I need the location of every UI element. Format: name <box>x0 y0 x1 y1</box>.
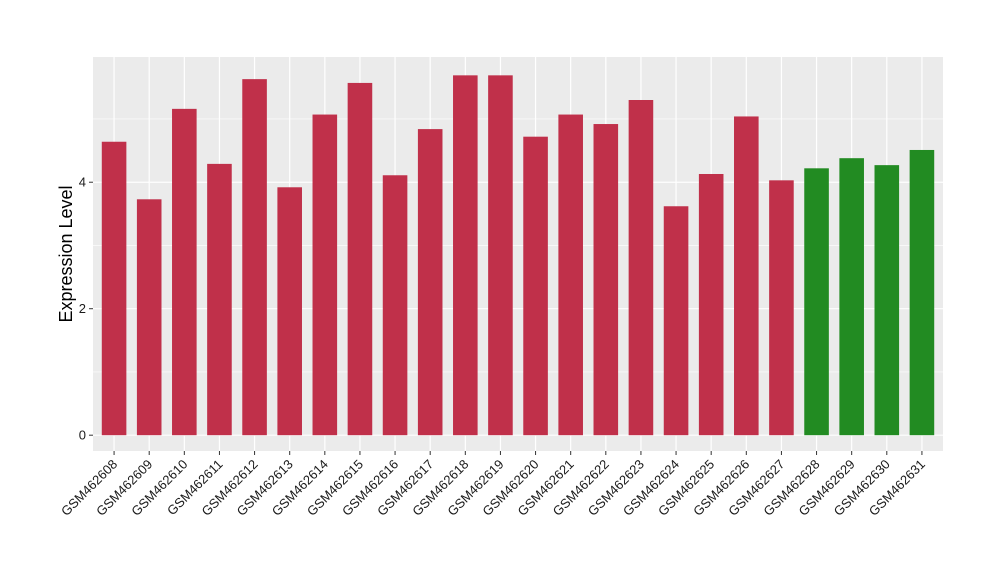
y-tick-label: 4 <box>79 175 86 190</box>
bar <box>417 129 443 436</box>
bar <box>207 163 232 436</box>
bar <box>277 187 302 436</box>
bars <box>101 75 935 436</box>
y-tick-label: 0 <box>79 428 86 443</box>
x-axis: GSM462608GSM462609GSM462610GSM462611GSM4… <box>58 451 928 519</box>
bar <box>804 168 829 436</box>
bar <box>593 124 619 436</box>
bar <box>839 158 864 436</box>
bar <box>453 75 478 436</box>
minor-gridlines <box>93 118 943 373</box>
bar <box>312 114 338 436</box>
bar <box>172 108 197 436</box>
bar <box>242 79 267 436</box>
y-tick-label: 2 <box>79 301 86 316</box>
bar <box>734 116 759 436</box>
bar <box>558 114 583 436</box>
bar <box>909 149 935 436</box>
bar <box>101 141 127 436</box>
y-axis: 0 2 4 <box>79 175 93 443</box>
bar <box>769 180 794 436</box>
bar <box>523 136 548 436</box>
bar <box>136 199 162 436</box>
bar <box>628 100 654 436</box>
bar <box>488 75 513 436</box>
plot-panel <box>93 57 943 451</box>
bar <box>382 175 408 436</box>
bar <box>347 82 373 436</box>
bar <box>698 173 724 436</box>
y-axis-title: Expression Level <box>56 185 76 322</box>
bar <box>663 206 689 436</box>
bar <box>874 165 900 436</box>
